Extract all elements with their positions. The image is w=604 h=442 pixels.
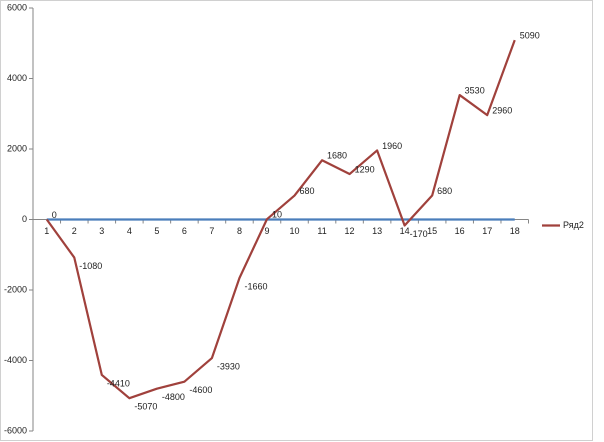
x-tick-label: 12 [345,226,355,236]
y-tick-label: -2000 [4,284,27,294]
x-tick-label: 16 [455,226,465,236]
series-line [45,39,516,400]
data-label: -1660 [244,281,267,291]
x-tick-label: 6 [182,226,187,236]
x-tick-label: 15 [427,226,437,236]
x-tick-label: 9 [264,226,269,236]
y-tick-label: -6000 [4,425,27,435]
legend-label: Ряд2 [563,220,584,230]
data-label: 1290 [355,164,375,174]
data-label: -4800 [162,392,185,402]
y-tick-label: -4000 [4,355,27,365]
y-tick-label: 2000 [7,143,27,153]
data-label: 1680 [327,151,347,161]
data-label: -3930 [217,361,240,371]
data-label: 5090 [520,30,540,40]
data-label: -4410 [107,378,130,388]
x-tick-label: 18 [510,226,520,236]
x-tick-label: 2 [72,226,77,236]
x-tick-label: 8 [237,226,242,236]
x-tick-label: 13 [372,226,382,236]
data-label: -5070 [134,402,157,412]
data-label: -1080 [79,261,102,271]
y-tick-label: 0 [22,214,27,224]
data-label: -170 [410,229,428,239]
x-tick-label: 10 [290,226,300,236]
data-label: 680 [300,186,315,196]
x-tick-label: 4 [127,226,132,236]
x-tick-label: 5 [154,226,159,236]
x-tick-label: 11 [317,226,326,236]
y-tick-label: 4000 [7,73,27,83]
x-tick-label: 14 [400,226,410,236]
data-label: 1960 [382,141,402,151]
y-tick-label: 6000 [7,2,27,12]
data-label: 10 [272,210,282,220]
data-label: 0 [52,210,57,220]
data-label: 680 [437,186,452,196]
x-tick-label: 7 [209,226,214,236]
x-tick-label: 3 [99,226,104,236]
data-label: 2960 [492,106,512,116]
data-label: -4600 [189,385,212,395]
data-label: 3530 [465,85,485,95]
x-tick-label: 1 [44,226,49,236]
x-tick-label: 17 [482,226,492,236]
